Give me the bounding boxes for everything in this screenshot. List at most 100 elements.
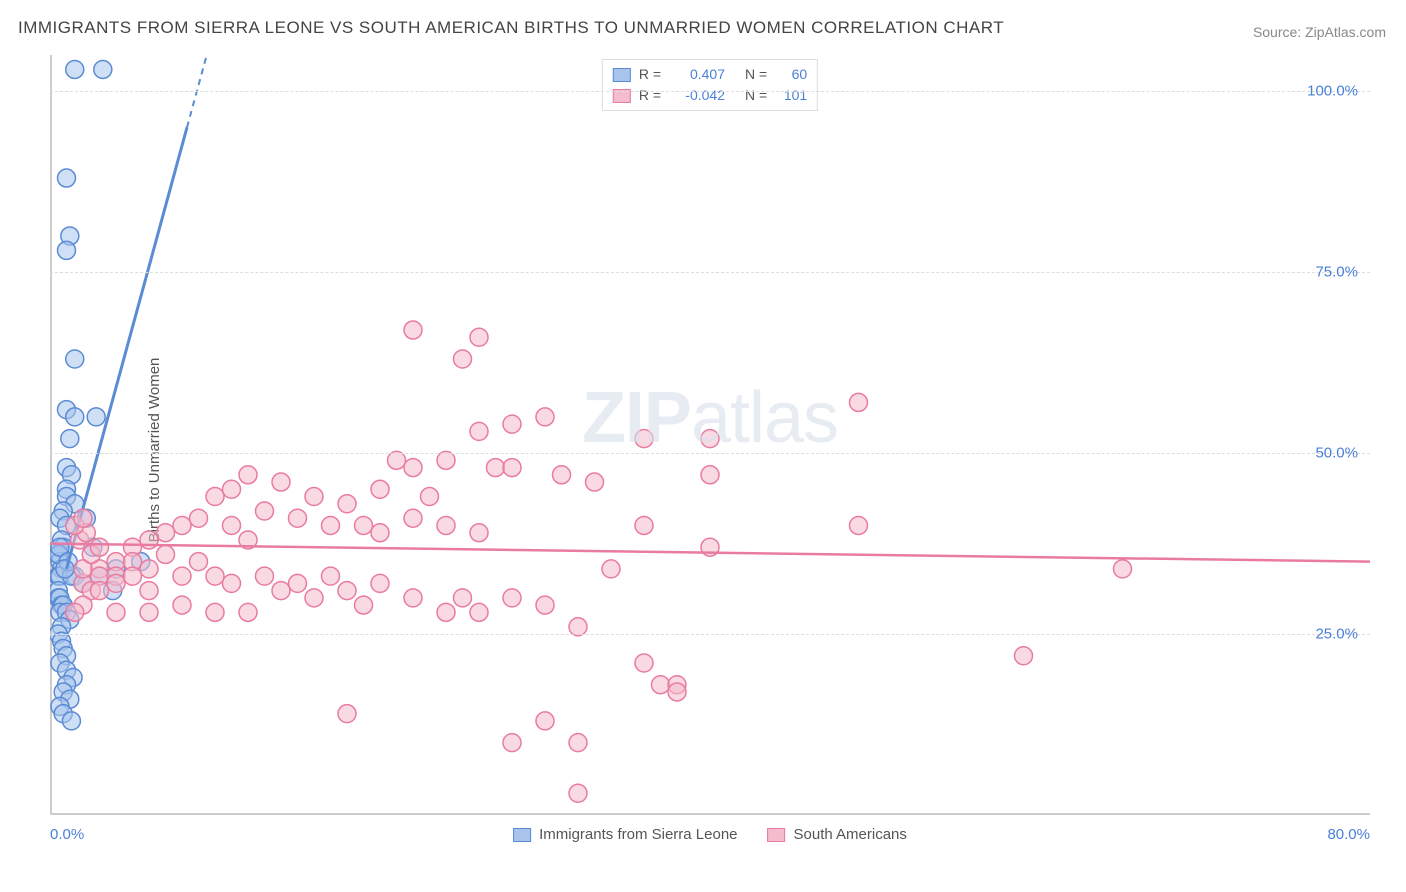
data-point <box>58 241 76 259</box>
data-point <box>1015 647 1033 665</box>
data-point <box>61 430 79 448</box>
data-point <box>371 524 389 542</box>
data-point <box>338 582 356 600</box>
data-point <box>190 553 208 571</box>
data-point <box>206 567 224 585</box>
data-point <box>91 582 109 600</box>
data-point <box>173 516 191 534</box>
x-tick-label: 80.0% <box>1327 826 1370 843</box>
data-point <box>140 603 158 621</box>
data-point <box>272 473 290 491</box>
data-point <box>850 516 868 534</box>
source-name: ZipAtlas.com <box>1305 24 1386 40</box>
data-point <box>404 509 422 527</box>
y-tick-label: 25.0% <box>1315 626 1358 643</box>
data-point <box>470 524 488 542</box>
legend-label: South Americans <box>794 826 907 843</box>
data-point <box>503 415 521 433</box>
data-point <box>536 596 554 614</box>
data-point <box>58 169 76 187</box>
data-point <box>66 408 84 426</box>
data-point <box>338 495 356 513</box>
data-point <box>223 480 241 498</box>
legend-item: South Americans <box>768 826 907 843</box>
data-point <box>635 516 653 534</box>
data-point <box>124 567 142 585</box>
stats-legend: R =0.407N =60R =-0.042N =101 <box>602 59 818 111</box>
data-point <box>62 712 80 730</box>
data-point <box>223 516 241 534</box>
data-point <box>652 676 670 694</box>
r-value: -0.042 <box>669 85 725 106</box>
legend-swatch <box>768 828 786 842</box>
data-point <box>470 328 488 346</box>
data-point <box>470 603 488 621</box>
data-point <box>404 589 422 607</box>
chart-title: IMMIGRANTS FROM SIERRA LEONE VS SOUTH AM… <box>18 18 1004 38</box>
data-point <box>74 509 92 527</box>
x-tick-label: 0.0% <box>50 826 84 843</box>
data-point <box>66 350 84 368</box>
trend-line <box>67 127 187 569</box>
data-point <box>470 422 488 440</box>
data-point <box>602 560 620 578</box>
data-point <box>305 589 323 607</box>
data-point <box>140 560 158 578</box>
data-point <box>56 560 74 578</box>
y-tick-label: 75.0% <box>1315 264 1358 281</box>
data-point <box>223 574 241 592</box>
data-point <box>421 488 439 506</box>
data-point <box>338 705 356 723</box>
data-point <box>635 430 653 448</box>
y-tick-label: 100.0% <box>1307 83 1358 100</box>
data-point <box>701 466 719 484</box>
data-point <box>371 574 389 592</box>
gridline <box>50 91 1370 92</box>
data-point <box>850 393 868 411</box>
data-point <box>173 567 191 585</box>
data-point <box>404 321 422 339</box>
data-point <box>553 466 571 484</box>
r-label: R = <box>639 64 661 85</box>
n-label: N = <box>745 85 767 106</box>
data-point <box>305 488 323 506</box>
data-point <box>536 408 554 426</box>
data-point <box>355 516 373 534</box>
data-point <box>454 589 472 607</box>
stats-row: R =-0.042N =101 <box>613 85 807 106</box>
data-point <box>322 567 340 585</box>
data-point <box>107 574 125 592</box>
data-point <box>701 430 719 448</box>
data-point <box>503 459 521 477</box>
data-point <box>1114 560 1132 578</box>
gridline <box>50 634 1370 635</box>
data-point <box>536 712 554 730</box>
scatter-svg <box>50 55 1370 845</box>
data-point <box>371 480 389 498</box>
source-attribution: Source: ZipAtlas.com <box>1253 24 1386 40</box>
data-point <box>322 516 340 534</box>
data-point <box>256 567 274 585</box>
stats-row: R =0.407N =60 <box>613 64 807 85</box>
data-point <box>206 488 224 506</box>
data-point <box>66 60 84 78</box>
data-point <box>91 538 109 556</box>
data-point <box>239 466 257 484</box>
data-point <box>157 545 175 563</box>
data-point <box>94 60 112 78</box>
data-point <box>487 459 505 477</box>
data-point <box>289 509 307 527</box>
series-legend: Immigrants from Sierra Leone South Americ… <box>513 826 907 843</box>
n-value: 101 <box>775 85 807 106</box>
data-point <box>503 734 521 752</box>
data-point <box>157 524 175 542</box>
source-prefix: Source: <box>1253 24 1305 40</box>
n-label: N = <box>745 64 767 85</box>
legend-swatch <box>513 828 531 842</box>
data-point <box>66 603 84 621</box>
n-value: 60 <box>775 64 807 85</box>
legend-item: Immigrants from Sierra Leone <box>513 826 737 843</box>
data-point <box>140 582 158 600</box>
gridline <box>50 272 1370 273</box>
data-point <box>173 596 191 614</box>
